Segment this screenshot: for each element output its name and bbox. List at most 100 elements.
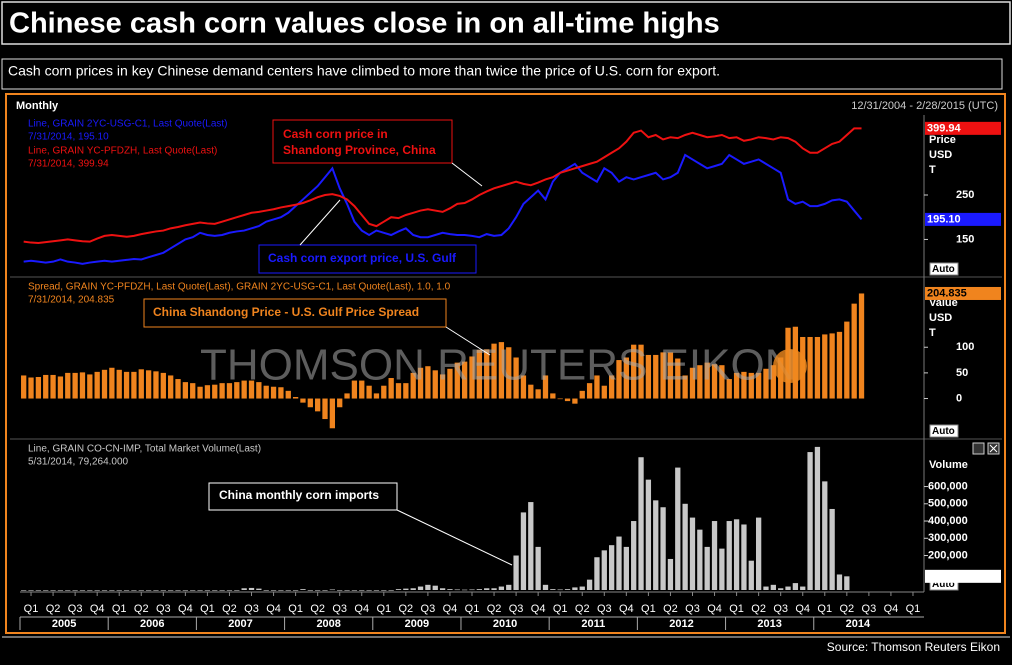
last-value-tag	[925, 212, 1001, 226]
bar	[160, 372, 166, 399]
bar	[94, 590, 100, 591]
bar	[476, 589, 482, 590]
bar	[57, 590, 64, 591]
bar	[270, 590, 277, 591]
bar	[528, 384, 534, 399]
chart-frame	[5, 93, 1006, 634]
bar	[35, 376, 42, 399]
bar	[616, 536, 622, 590]
x-tick-label: Q2	[310, 603, 325, 615]
year-label: 2013	[757, 618, 781, 630]
bar	[550, 589, 556, 590]
bar	[711, 364, 718, 399]
x-tick-label: Q4	[266, 603, 281, 615]
bar	[439, 588, 446, 590]
last-value-label: 204.835	[927, 287, 967, 299]
x-tick-label: Q1	[288, 603, 303, 615]
auto-button[interactable]	[929, 424, 959, 438]
bar	[733, 372, 740, 399]
x-tick-label: Q4	[884, 603, 899, 615]
bar	[153, 371, 159, 399]
panel-icon[interactable]	[972, 442, 985, 455]
bar	[601, 385, 607, 399]
bar	[785, 586, 791, 590]
bar	[131, 371, 137, 399]
bar	[638, 344, 644, 399]
last-value-label: 79,264.000	[927, 570, 982, 582]
bar	[807, 452, 813, 590]
bar	[836, 331, 843, 399]
axis-label: USD	[929, 149, 952, 161]
bar	[616, 360, 622, 399]
x-tick-label: Q1	[200, 603, 215, 615]
bar	[726, 379, 732, 399]
bar	[101, 590, 108, 591]
bar	[285, 590, 291, 591]
frequency: Monthly	[16, 100, 59, 112]
x-tick-label: Q2	[134, 603, 149, 615]
y-tick-label: 300,000	[928, 532, 968, 544]
bar	[469, 356, 475, 399]
bar	[226, 590, 233, 591]
x-tick-label: Q4	[531, 603, 546, 615]
panels: 150 250 Price USD T Auto Line, GRAIN 2YC-USG-C…	[10, 115, 1002, 630]
bar	[528, 502, 534, 590]
x-tick-label: Q1	[729, 603, 744, 615]
year-label: 2014	[846, 618, 871, 630]
bar	[711, 521, 718, 590]
bar	[410, 372, 416, 399]
legend-name: Spread, GRAIN YC-PFDZH, Last Quote(Last)…	[28, 282, 451, 293]
bar	[645, 479, 652, 590]
bar	[432, 585, 438, 590]
bar	[175, 590, 181, 591]
price-line	[23, 127, 862, 245]
annotation-pointer	[445, 326, 491, 356]
bar	[704, 362, 710, 399]
x-tick-label: Q1	[112, 603, 127, 615]
bar	[800, 586, 806, 590]
bar	[822, 481, 828, 590]
bar	[454, 589, 460, 591]
x-tick-label: Q3	[597, 603, 612, 615]
bar	[109, 590, 115, 591]
bar	[836, 574, 843, 590]
bar	[79, 372, 86, 399]
y-tick-label: 150	[956, 233, 974, 245]
bar	[763, 368, 769, 399]
annotation: Shandong Province, China	[283, 143, 436, 157]
annotation-box	[272, 119, 453, 164]
bar	[307, 398, 313, 408]
bar	[168, 590, 174, 591]
x-tick-label: Q1	[641, 603, 656, 615]
bar	[329, 589, 336, 591]
bar	[292, 396, 299, 399]
bar	[439, 374, 446, 399]
bar	[498, 342, 505, 399]
x-tick-label: Q2	[575, 603, 590, 615]
x-tick-label: Q3	[862, 603, 877, 615]
bar	[675, 467, 681, 590]
bar	[653, 500, 659, 590]
auto-button[interactable]	[929, 262, 959, 276]
axis-label: T	[929, 327, 936, 339]
bar	[315, 590, 321, 591]
bar	[278, 387, 284, 399]
bar	[190, 383, 196, 399]
bar	[50, 374, 56, 399]
bar	[667, 558, 674, 590]
bar	[476, 349, 482, 399]
bar	[145, 590, 152, 591]
bar	[726, 521, 732, 590]
bar	[829, 333, 835, 399]
bar	[373, 590, 380, 591]
legend-last-quote: 7/31/2014, 195.10	[28, 132, 109, 143]
bar	[454, 362, 460, 399]
legend-name: Line, GRAIN 2YC-USG-C1, Last Quote(Last)	[28, 119, 228, 130]
bar	[322, 398, 328, 420]
y-tick-label: 400,000	[928, 515, 968, 527]
bar	[322, 590, 328, 591]
year-label: 2012	[669, 618, 693, 630]
bar	[513, 555, 519, 590]
